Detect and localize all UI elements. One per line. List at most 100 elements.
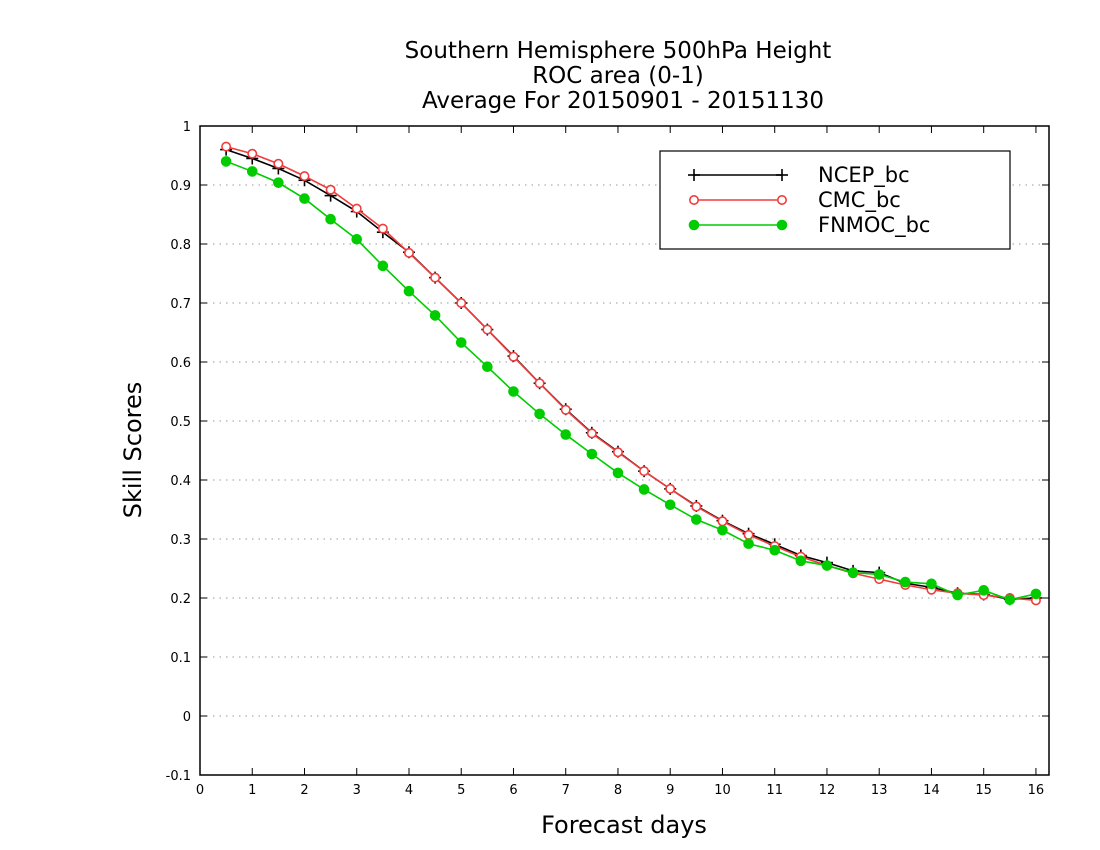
legend-label: NCEP_bc	[818, 163, 910, 188]
x-tick-label: 7	[562, 783, 570, 798]
x-tick-label: 6	[509, 783, 517, 798]
series-group	[220, 141, 1042, 606]
data-point	[299, 171, 310, 182]
y-tick-label: 0.6	[170, 356, 191, 371]
y-axis: -0.1 0 0.1 0.2 0.3 0.4 0.5 0.6 0.7 0.8 0.9 1	[166, 120, 1049, 784]
x-tick-label: 15	[975, 783, 992, 798]
x-tick-label: 8	[614, 783, 622, 798]
chart-title-line-3: Average For 20150901 - 20151130	[422, 88, 824, 114]
x-tick-label: 14	[923, 783, 940, 798]
data-point	[717, 516, 728, 527]
y-tick-label: 0.7	[170, 297, 191, 312]
data-point	[743, 529, 754, 540]
data-point	[717, 524, 728, 536]
legend-marker	[776, 219, 788, 231]
data-point	[560, 429, 572, 440]
data-point	[534, 408, 545, 420]
plot-border	[199, 125, 1050, 776]
legend-marker	[776, 169, 788, 181]
data-point	[769, 544, 781, 556]
legend-entry: FNMOC_bc	[688, 213, 930, 238]
data-point	[952, 589, 963, 601]
x-axis: 0 1 2 3 4 5 6 7 8 9 10 11 12 13 14 15 16	[196, 126, 1044, 798]
data-point	[847, 567, 859, 578]
grid	[200, 184, 1049, 717]
y-tick-label: 0.8	[170, 238, 191, 253]
data-point	[1004, 594, 1016, 606]
data-point	[351, 233, 363, 245]
data-point	[873, 569, 885, 580]
y-axis-title: Skill Scores	[119, 382, 147, 519]
x-tick-label: 4	[405, 783, 413, 798]
data-point	[534, 378, 545, 389]
chart-title-line-1: Southern Hemisphere 500hPa Height	[405, 38, 832, 64]
y-tick-label: 1	[183, 120, 191, 135]
x-axis-title: Forecast days	[541, 811, 707, 839]
legend-marker	[688, 195, 699, 206]
x-tick-label: 0	[196, 783, 204, 798]
x-tick-label: 10	[714, 783, 731, 798]
y-tick-label: 0.3	[170, 533, 191, 548]
data-point	[691, 501, 702, 512]
data-point	[612, 467, 624, 479]
data-point	[403, 247, 414, 258]
data-point	[638, 484, 650, 495]
data-point	[743, 538, 754, 550]
data-point	[612, 447, 623, 458]
data-point	[246, 166, 258, 177]
x-tick-label: 5	[457, 783, 465, 798]
data-point	[978, 585, 989, 596]
data-point	[508, 386, 519, 397]
data-point	[795, 555, 807, 567]
legend-marker	[688, 219, 700, 231]
data-point	[1030, 588, 1042, 600]
data-point	[273, 158, 284, 169]
data-point	[586, 428, 597, 439]
data-point	[403, 285, 415, 297]
x-tick-label: 3	[353, 783, 361, 798]
data-point	[691, 514, 702, 525]
x-tick-label: 1	[248, 783, 256, 798]
data-point	[456, 297, 467, 308]
x-tick-label: 16	[1028, 783, 1045, 798]
data-point	[508, 351, 519, 362]
y-tick-label: 0.5	[170, 415, 191, 430]
data-point	[247, 148, 258, 159]
y-tick-label: 0.4	[170, 474, 191, 489]
data-point	[639, 466, 650, 477]
y-tick-label: 0.1	[170, 651, 191, 666]
x-tick-label: 9	[666, 783, 674, 798]
data-point	[273, 177, 284, 188]
chart-title: Southern Hemisphere 500hPa Height ROC ar…	[405, 38, 832, 114]
y-tick-label: 0.2	[170, 592, 191, 607]
data-point	[900, 576, 911, 588]
data-point	[482, 324, 493, 335]
data-point	[455, 337, 467, 348]
data-point	[664, 499, 676, 511]
x-tick-label: 2	[300, 783, 308, 798]
data-point	[586, 448, 598, 460]
legend-marker	[688, 169, 700, 181]
legend-label: FNMOC_bc	[818, 213, 930, 238]
y-tick-label: -0.1	[166, 769, 191, 784]
data-point	[430, 272, 441, 283]
data-point	[821, 560, 833, 571]
data-point	[429, 310, 441, 321]
chart-title-line-2: ROC area (0-1)	[532, 63, 704, 89]
legend-entry: CMC_bc	[688, 188, 901, 213]
plot-frame	[199, 125, 1050, 776]
x-tick-label: 11	[766, 783, 783, 798]
x-tick-label: 13	[871, 783, 888, 798]
data-point	[325, 184, 336, 195]
data-point	[221, 141, 232, 152]
series-FNMOC_bc	[220, 156, 1042, 606]
data-point	[560, 404, 571, 415]
data-point	[926, 578, 937, 590]
y-tick-label: 0.9	[170, 179, 191, 194]
legend-label: CMC_bc	[818, 188, 901, 213]
data-point	[377, 260, 389, 272]
data-point	[377, 223, 388, 234]
data-point	[220, 156, 232, 167]
legend-marker	[776, 195, 787, 206]
